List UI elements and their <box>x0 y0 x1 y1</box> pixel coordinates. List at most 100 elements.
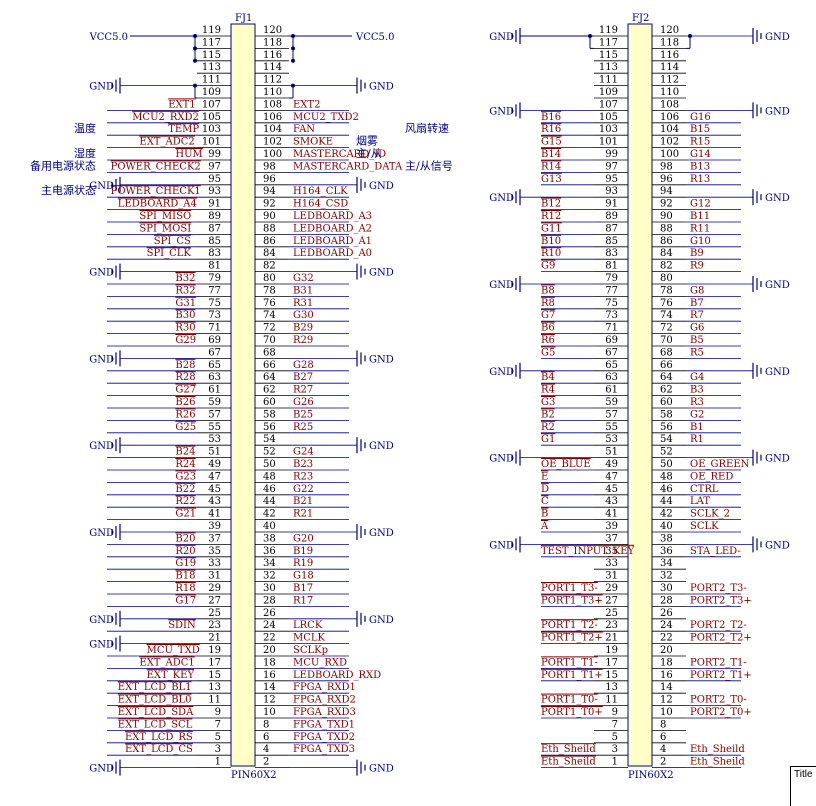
net-label-right: G12 <box>690 199 711 210</box>
pin-number: 12 <box>263 695 276 706</box>
pin-number: 94 <box>263 186 276 197</box>
net-label-left: G5 <box>541 347 555 358</box>
net-label-right: B5 <box>690 335 704 346</box>
right-fj2-gnd-label: GND <box>765 193 790 204</box>
net-label-right: G22 <box>293 484 314 495</box>
net-label-right: PORT2_T1+ <box>690 670 752 681</box>
vcc-label-left: VCC5.0 <box>89 32 128 43</box>
net-label-left: POWER_CHECK2 <box>111 161 201 172</box>
pin-number: 57 <box>208 409 221 420</box>
net-label-right: OE_GREEN <box>690 459 750 470</box>
pin-number: 72 <box>263 323 276 334</box>
left-fj2-gnd-label: GND <box>489 540 514 551</box>
pin-number: 72 <box>660 323 673 334</box>
net-label-right: B27 <box>293 372 313 383</box>
net-label-left: R2 <box>541 422 555 433</box>
pin-number: 52 <box>660 447 673 458</box>
net-label-left: R6 <box>541 335 555 346</box>
pin-number: 29 <box>605 583 618 594</box>
net-label-left: D <box>541 484 549 495</box>
pin-number: 96 <box>660 174 673 185</box>
pin-number: 1 <box>612 757 618 768</box>
pin-number: 53 <box>605 434 618 445</box>
pin-number: 15 <box>208 670 221 681</box>
net-label-right: SCLK_2 <box>690 509 730 520</box>
left-fj1-gnd-label: GND <box>89 640 114 651</box>
left-fj2-gnd-label: GND <box>489 106 514 117</box>
net-label-left: G13 <box>541 174 562 185</box>
pin-number: 67 <box>605 347 618 358</box>
net-label-left: R32 <box>175 285 195 296</box>
right-fj1-gnd-label: GND <box>369 528 394 539</box>
net-label-left: EXT_LCD_BL1 <box>118 682 192 693</box>
pin-number: 91 <box>605 199 618 210</box>
net-label-left: G31 <box>175 298 196 309</box>
pin-number: 113 <box>202 62 221 73</box>
pin-number: 13 <box>208 682 221 693</box>
title-block: Title <box>790 766 816 806</box>
net-label-left: EXT_LCD_RS <box>125 732 193 743</box>
net-label-right: LEDBOARD_A0 <box>293 248 372 259</box>
net-label-left: C <box>541 496 549 507</box>
pin-number: 23 <box>208 620 221 631</box>
net-label-right: B31 <box>293 285 313 296</box>
net-label-right: FPGA_TXD1 <box>293 719 355 730</box>
right-fj2-gnd-label: GND <box>765 454 790 465</box>
pin-number: 88 <box>660 223 673 234</box>
pin-number: 28 <box>660 595 673 606</box>
pin-number: 115 <box>599 50 618 61</box>
net-label-left: E <box>541 471 548 482</box>
pin-number: 102 <box>660 137 679 148</box>
net-label-right: B19 <box>293 546 313 557</box>
net-label-right: B17 <box>293 583 313 594</box>
pin-number: 81 <box>208 261 221 272</box>
net-label-right: FPGA_TXD2 <box>293 732 355 743</box>
net-label-right: H164_CLK <box>293 186 348 197</box>
net-label-right: LEDBOARD_A3 <box>293 211 372 222</box>
pin-number: 101 <box>202 137 221 148</box>
left-fj1-gnd-label: GND <box>89 528 114 539</box>
net-label-left: G7 <box>541 310 555 321</box>
pin-number: 92 <box>263 199 276 210</box>
pin-number: 55 <box>605 422 618 433</box>
pin-number: 35 <box>208 546 221 557</box>
pin-number: 110 <box>263 87 282 98</box>
pin-number: 84 <box>263 248 276 259</box>
pin-number: 24 <box>660 620 673 631</box>
pin-number: 52 <box>263 447 276 458</box>
pin-number: 24 <box>263 620 276 631</box>
pin-number: 119 <box>599 25 618 36</box>
net-label-right: LAT <box>690 496 710 507</box>
pin-number: 48 <box>263 471 276 482</box>
pin-number: 109 <box>202 87 221 98</box>
pin-number: 108 <box>263 99 282 110</box>
pin-number: 61 <box>208 385 221 396</box>
junction-dot <box>291 83 295 88</box>
pin-number: 4 <box>263 744 269 755</box>
net-label-right: B7 <box>690 298 704 309</box>
pin-number: 65 <box>605 360 618 371</box>
net-label-right: R21 <box>293 509 313 520</box>
pin-number: 36 <box>263 546 276 557</box>
net-label-left: B18 <box>175 571 195 582</box>
connector-ref-fj1: FJ1 <box>235 13 252 24</box>
pin-number: 37 <box>208 533 221 544</box>
net-label-left: SPI_MOSI <box>139 223 191 234</box>
net-label-right: PORT2_T3+ <box>690 595 752 606</box>
annotation-note: 烟雾 <box>356 134 378 148</box>
net-label-right: MCLK <box>293 633 326 644</box>
pin-number: 44 <box>660 496 673 507</box>
net-label-right: MCU_RXD <box>293 657 347 668</box>
net-label-left: G3 <box>541 397 555 408</box>
pin-number: 112 <box>263 75 282 86</box>
net-label-right: G28 <box>293 360 314 371</box>
pin-number: 47 <box>208 471 221 482</box>
pin-number: 56 <box>263 422 276 433</box>
net-label-right: Eth_Sheild <box>690 757 745 768</box>
net-label-right: B25 <box>293 409 313 420</box>
net-label-right: R7 <box>690 310 704 321</box>
pin-number: 74 <box>263 310 276 321</box>
net-label-right: SCLKp <box>293 645 328 656</box>
pin-number: 18 <box>660 657 673 668</box>
pin-number: 17 <box>208 657 221 668</box>
